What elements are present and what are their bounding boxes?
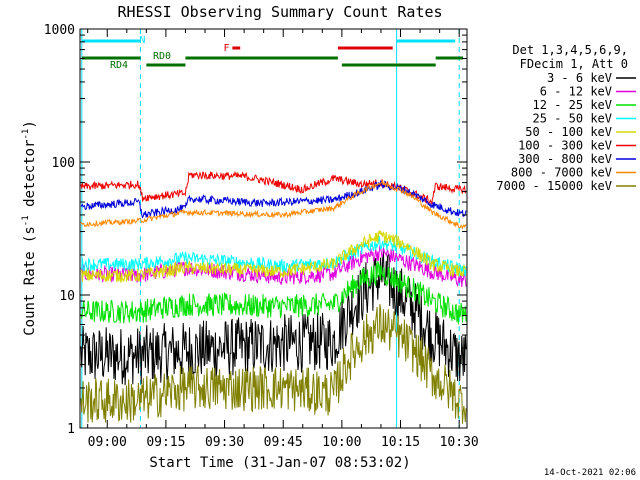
chart-title: RHESSI Observing Summary Count Rates xyxy=(117,3,442,21)
y-axis-label-end: ) xyxy=(22,120,38,128)
legend-label-8: 7000 - 15000 keV xyxy=(496,179,612,193)
flag-label-rd0: RD0 xyxy=(153,51,171,62)
y-tick-label-0: 1 xyxy=(67,422,75,437)
legend-label-6: 300 - 800 keV xyxy=(518,152,612,166)
y-axis-label-mid: detector xyxy=(22,140,38,216)
y-tick-label-1: 10 xyxy=(59,289,75,304)
legend-label-5: 100 - 300 keV xyxy=(518,139,612,153)
x-tick-label-4: 10:00 xyxy=(322,435,361,450)
footer-date: 14-Oct-2021 02:06 xyxy=(544,468,636,478)
x-tick-label-0: 09:00 xyxy=(88,435,127,450)
series-line-100-300keV xyxy=(80,170,467,206)
legend-label-1: 6 - 12 keV xyxy=(540,85,612,99)
series-line-3-6keV xyxy=(80,249,467,386)
legend: Det 1,3,4,5,6,9, FDecim 1, Att 0 3 - 6 k… xyxy=(496,43,636,193)
flag-bars: N F RD0 RD4 xyxy=(81,35,464,71)
series-line-50-100keV xyxy=(80,230,467,284)
series-line-6-12keV xyxy=(80,244,467,288)
y-axis-label: Count Rate (s-1 detector-1) xyxy=(21,120,38,336)
series-line-300-800keV xyxy=(80,179,467,219)
flag-label-rd4: RD4 xyxy=(110,60,128,71)
y-axis-label-sup2: -1 xyxy=(21,129,31,140)
plot-area xyxy=(80,29,467,428)
flag-label-f: F xyxy=(223,43,229,54)
legend-label-0: 3 - 6 keV xyxy=(547,71,612,85)
legend-header-line-2: FDecim 1, Att 0 xyxy=(520,57,628,71)
legend-label-2: 12 - 25 keV xyxy=(533,98,612,112)
legend-label-7: 800 - 7000 keV xyxy=(511,166,612,180)
x-tick-label-3: 09:45 xyxy=(264,435,303,450)
x-tick-label-5: 10:15 xyxy=(381,435,420,450)
flag-label-n: N xyxy=(139,35,145,46)
plot-frame xyxy=(79,28,468,429)
series-line-800-7000keV xyxy=(80,179,467,230)
series-line-7000-15000keV xyxy=(80,304,467,424)
x-tick-label-1: 09:15 xyxy=(146,435,185,450)
y-tick-label-3: 1000 xyxy=(44,23,75,38)
legend-label-4: 50 - 100 keV xyxy=(525,125,612,139)
legend-header-line-1: Det 1,3,4,5,6,9, xyxy=(512,43,628,57)
axes: 09:00 09:15 09:30 09:45 10:00 10:15 10:30 1 10 10… xyxy=(44,23,479,450)
x-axis-label: Start Time (31-Jan-07 08:53:02) xyxy=(149,455,410,471)
y-axis-label-text: Count Rate (s xyxy=(22,226,38,336)
y-tick-label-2: 100 xyxy=(52,156,75,171)
x-tick-label-2: 09:30 xyxy=(205,435,244,450)
series-line-12-25keV xyxy=(80,261,467,325)
x-tick-label-6: 10:30 xyxy=(440,435,479,450)
y-axis-label-sup1: -1 xyxy=(21,215,31,226)
legend-label-3: 25 - 50 keV xyxy=(533,112,612,126)
